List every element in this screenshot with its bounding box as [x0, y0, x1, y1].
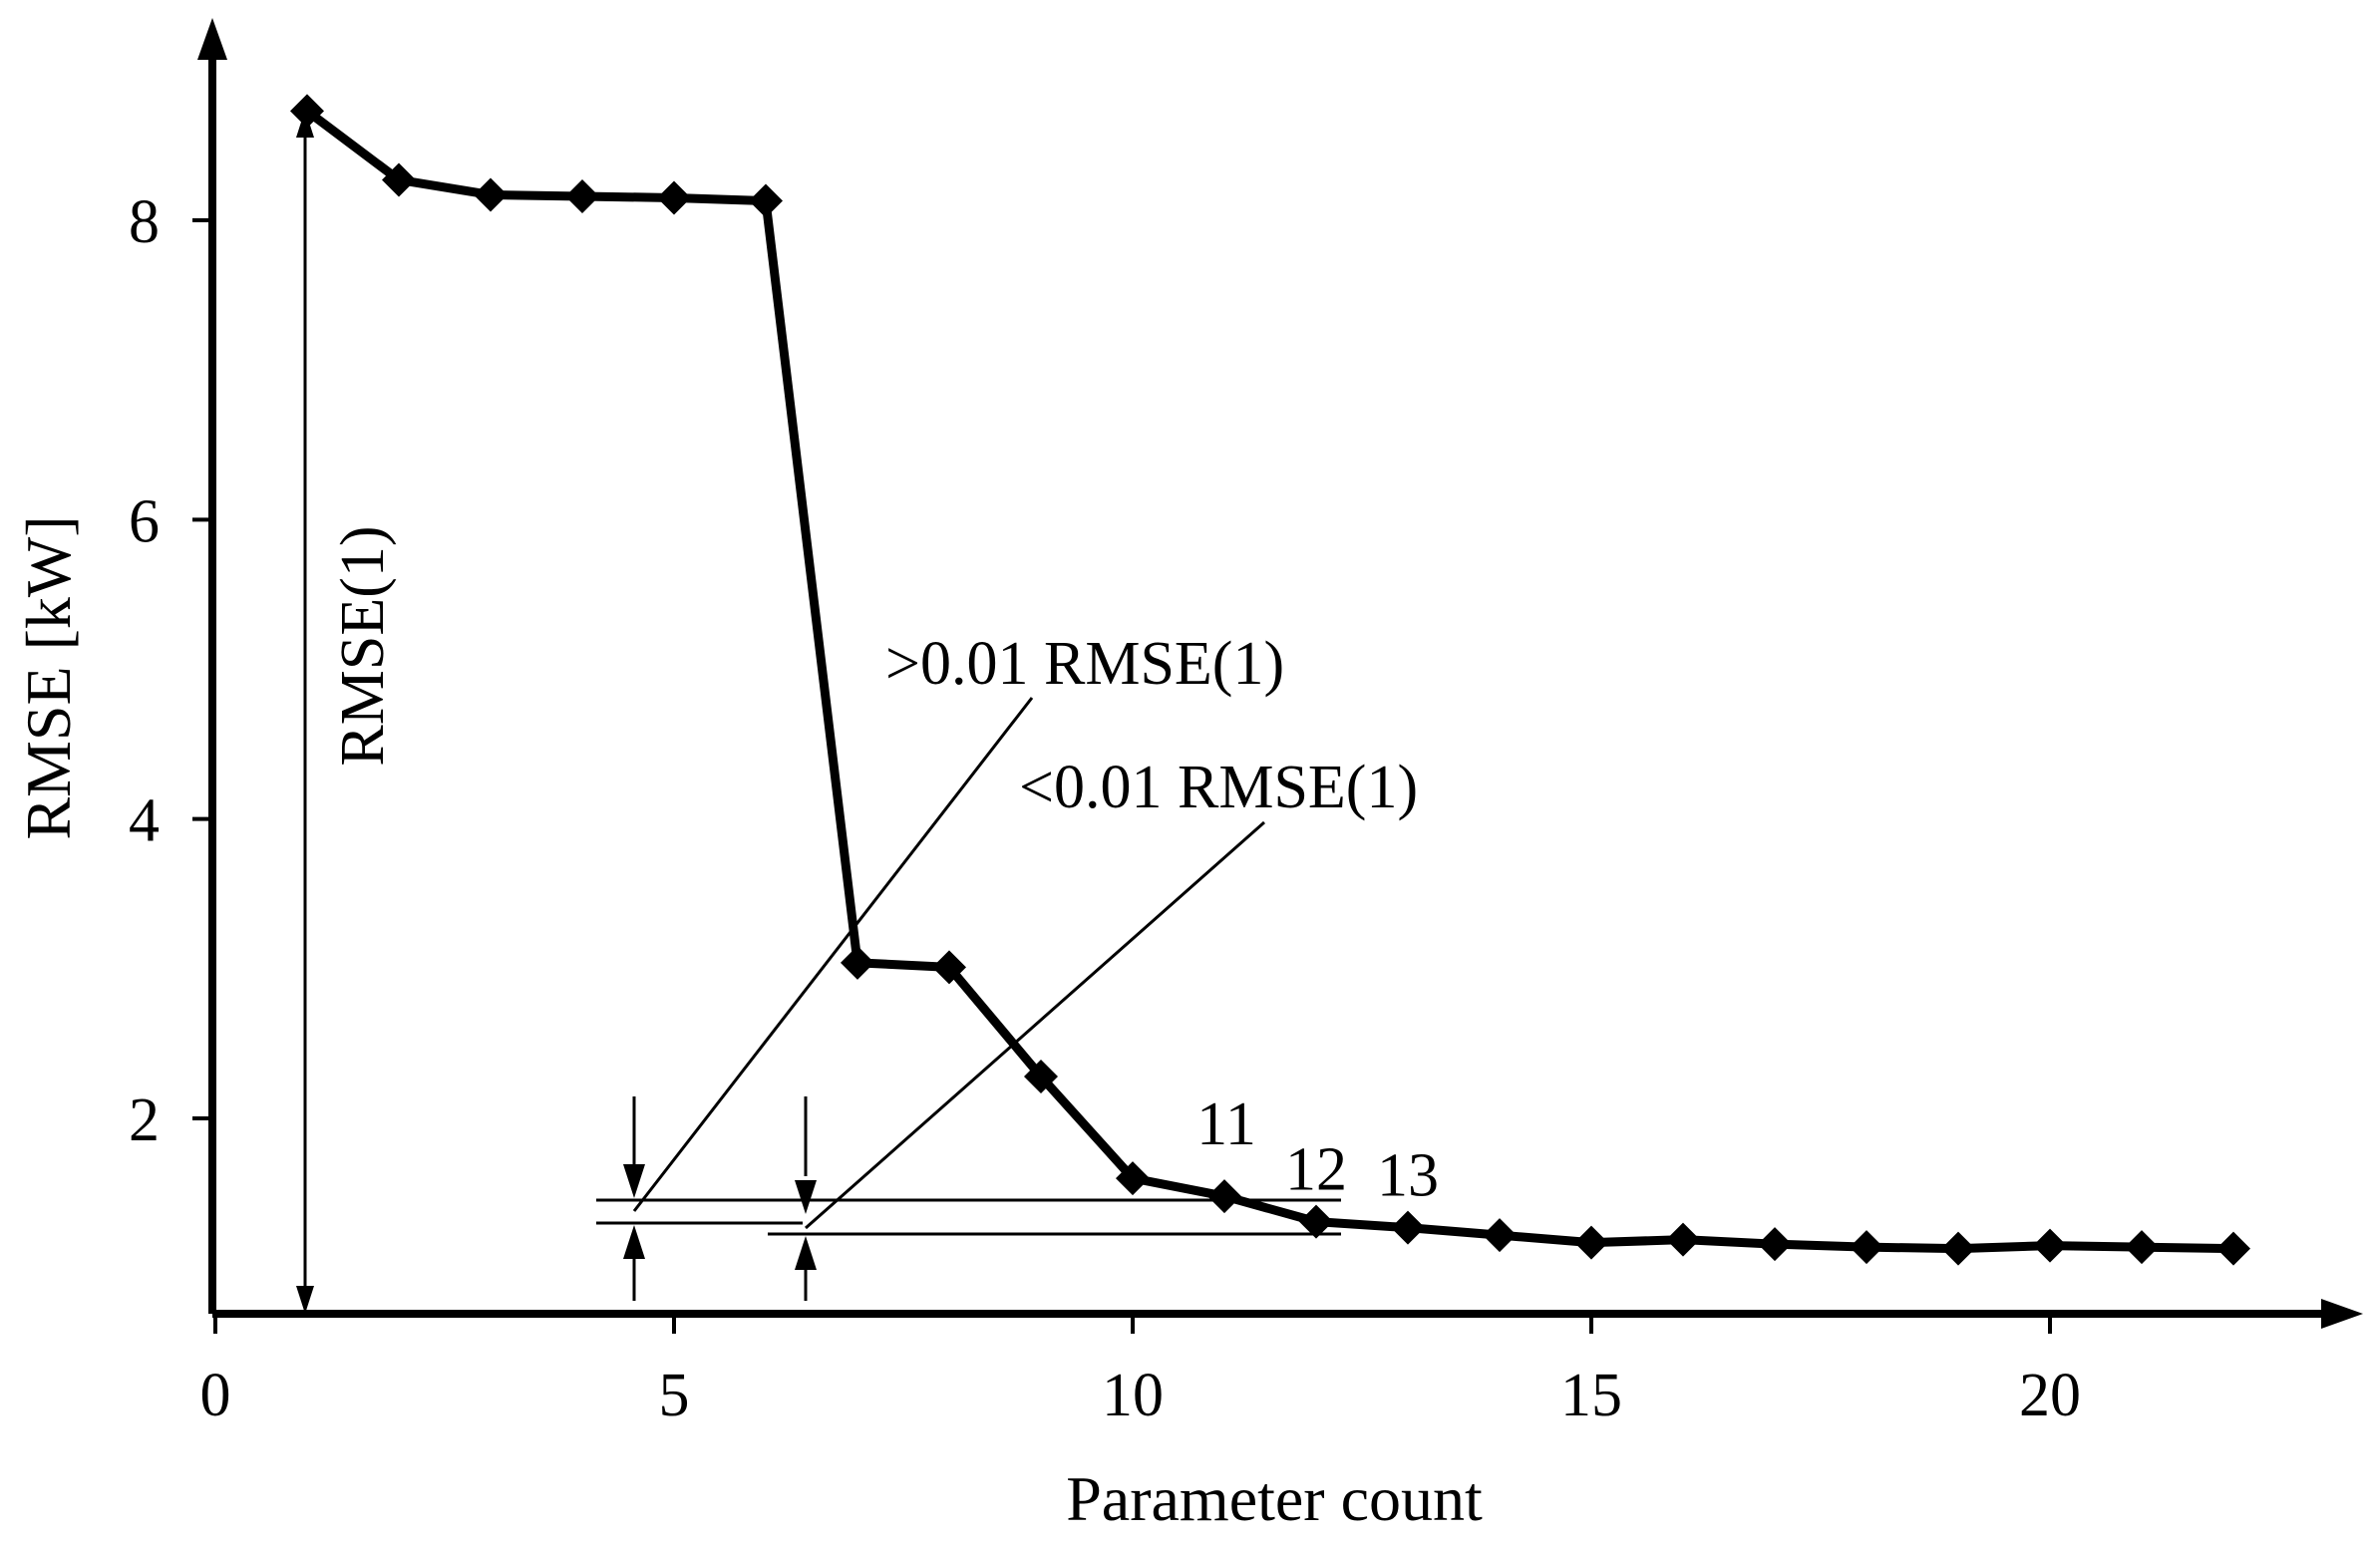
rmse1-label: RMSE(1)	[329, 525, 397, 766]
y-tick-label: 8	[129, 188, 160, 256]
data-point-marker	[565, 178, 599, 213]
data-point-marker	[1207, 1179, 1241, 1214]
point-labels: 11 12 13	[1196, 1090, 1439, 1210]
data-point-marker	[2033, 1228, 2067, 1263]
x-tick-label: 5	[659, 1362, 690, 1429]
x-tick-label: 20	[2019, 1362, 2081, 1429]
left-gap-top-arrow-icon	[623, 1164, 645, 1198]
left-gap-bottom-arrow-icon	[623, 1225, 645, 1259]
data-point-marker	[1299, 1204, 1333, 1239]
y-ticks: 2 4 6 8	[129, 188, 212, 1154]
point-label: 13	[1377, 1142, 1439, 1210]
x-axis-arrow-icon	[2321, 1299, 2363, 1329]
data-point-marker	[932, 950, 966, 985]
data-point-marker	[382, 162, 416, 197]
y-tick-label: 4	[129, 787, 160, 855]
data-point-marker	[1941, 1231, 1975, 1266]
series-group	[290, 94, 2250, 1266]
y-axis-title: RMSE [kW]	[13, 515, 84, 839]
x-tick-label: 15	[1560, 1362, 1622, 1429]
x-axis-title: Parameter count	[1066, 1463, 1483, 1534]
data-point-marker	[2125, 1230, 2159, 1265]
right-gap-top-arrow-icon	[795, 1180, 817, 1214]
data-point-marker	[1666, 1222, 1700, 1257]
y-axis-arrow-icon	[197, 18, 227, 60]
rmse1-span-bottom-arrow-icon	[296, 1286, 314, 1314]
data-point-marker	[474, 177, 508, 212]
above-threshold-leader	[632, 697, 1034, 1212]
data-point-marker	[749, 183, 783, 218]
data-point-marker	[290, 94, 324, 129]
point-label: 11	[1196, 1090, 1256, 1158]
data-point-marker	[1116, 1161, 1150, 1196]
series-line	[304, 107, 2234, 1254]
x-tick-label: 10	[1102, 1362, 1164, 1429]
point-label: 12	[1285, 1136, 1347, 1204]
y-tick-label: 6	[129, 487, 160, 555]
x-ticks: 0 5 10 15 20	[200, 1314, 2081, 1429]
data-point-marker	[1483, 1218, 1517, 1253]
data-point-marker	[657, 180, 691, 215]
x-tick-label: 0	[200, 1362, 231, 1429]
y-tick-label: 2	[129, 1086, 160, 1154]
above-threshold-label: >0.01 RMSE(1)	[885, 630, 1284, 698]
data-point-marker	[841, 945, 874, 980]
data-point-marker	[1024, 1059, 1058, 1093]
data-point-marker	[2216, 1231, 2250, 1266]
data-point-marker	[1850, 1230, 1883, 1265]
data-point-marker	[1574, 1225, 1608, 1260]
data-point-marker	[1391, 1210, 1425, 1245]
right-gap-bottom-arrow-icon	[795, 1236, 817, 1270]
below-threshold-label: <0.01 RMSE(1)	[1019, 754, 1418, 821]
annotations: RMSE(1) >0.01 RMSE(1) <0.01 RMSE(1)	[296, 110, 1418, 1314]
below-threshold-leader	[805, 820, 1265, 1230]
data-point-marker	[1758, 1227, 1792, 1262]
